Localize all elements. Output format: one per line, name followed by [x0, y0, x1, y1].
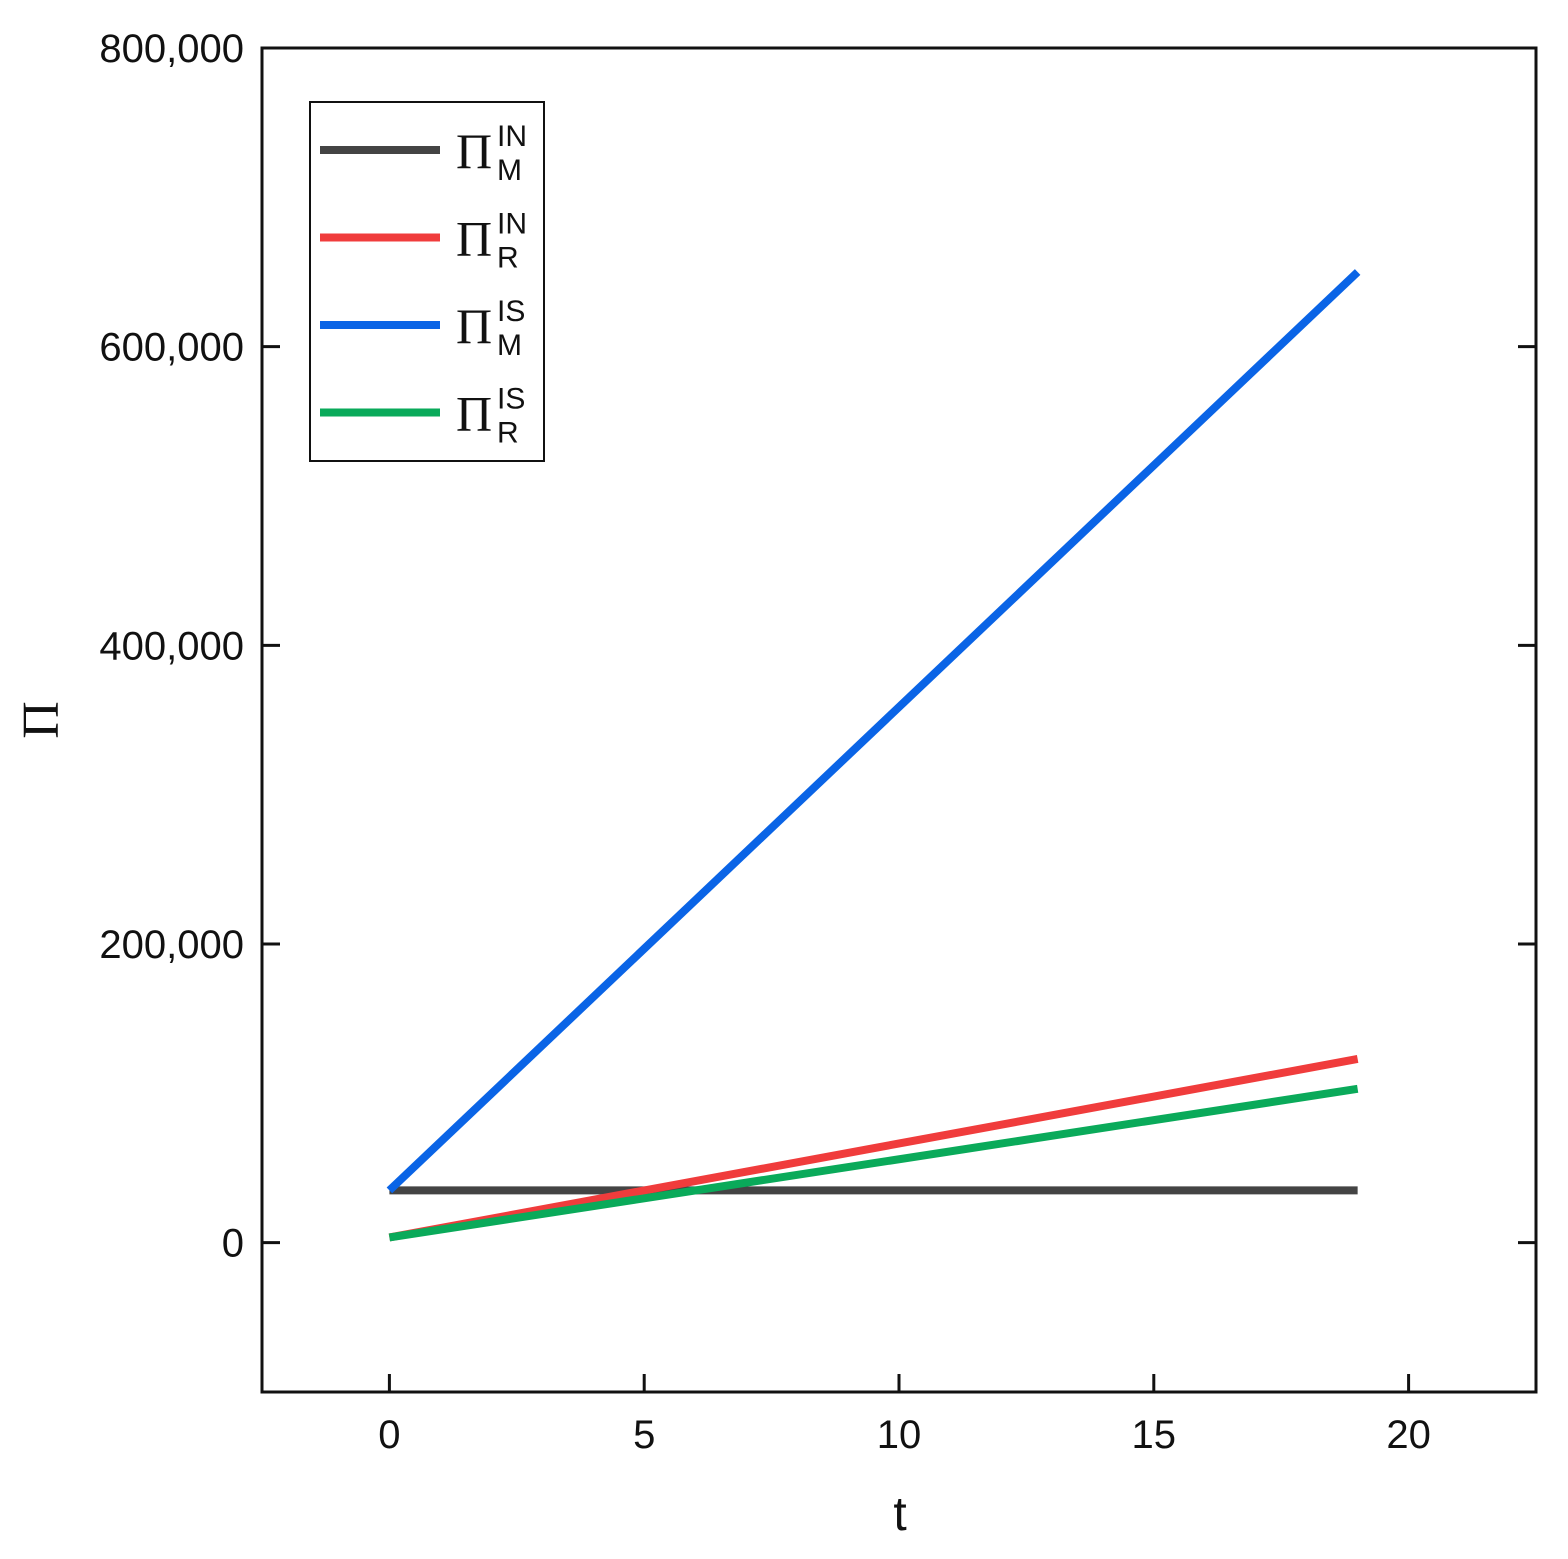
legend-superscript: IS	[497, 383, 525, 416]
legend-symbol: Π	[456, 211, 492, 267]
x-tick-label: 0	[378, 1413, 400, 1457]
y-tick-label: 600,000	[99, 326, 244, 370]
legend-symbol: Π	[456, 386, 492, 442]
y-axis-label: Π	[13, 701, 70, 739]
x-tick-label: 20	[1386, 1413, 1431, 1457]
legend-superscript: IS	[497, 295, 525, 328]
y-tick-label: 0	[222, 1222, 244, 1266]
x-tick-label: 10	[877, 1413, 922, 1457]
data-line	[386, 269, 1361, 1194]
legend-symbol: Π	[456, 298, 492, 354]
y-tick-label: 800,000	[99, 27, 244, 71]
legend-box	[309, 101, 545, 462]
x-tick-label: 5	[633, 1413, 655, 1457]
x-tick-label: 15	[1132, 1413, 1177, 1457]
y-tick-label: 200,000	[99, 923, 244, 967]
legend-entry: Π ISR	[456, 383, 525, 450]
x-axis-label: t	[893, 1488, 906, 1541]
legend-entry: Π INR	[456, 208, 527, 275]
legend-subscript: R	[497, 242, 519, 275]
legend-entry: Π INM	[456, 120, 527, 187]
legend-superscript: IN	[497, 120, 527, 153]
legend-symbol: Π	[456, 123, 492, 179]
legend-subscript: M	[497, 154, 522, 187]
legend-subscript: M	[497, 329, 522, 362]
data-line	[388, 1084, 1359, 1242]
legend-entry: Π ISM	[456, 295, 525, 362]
data-line	[388, 1055, 1359, 1242]
legend-subscript: R	[497, 417, 519, 450]
legend-superscript: IN	[497, 208, 527, 241]
y-tick-label: 400,000	[99, 624, 244, 668]
